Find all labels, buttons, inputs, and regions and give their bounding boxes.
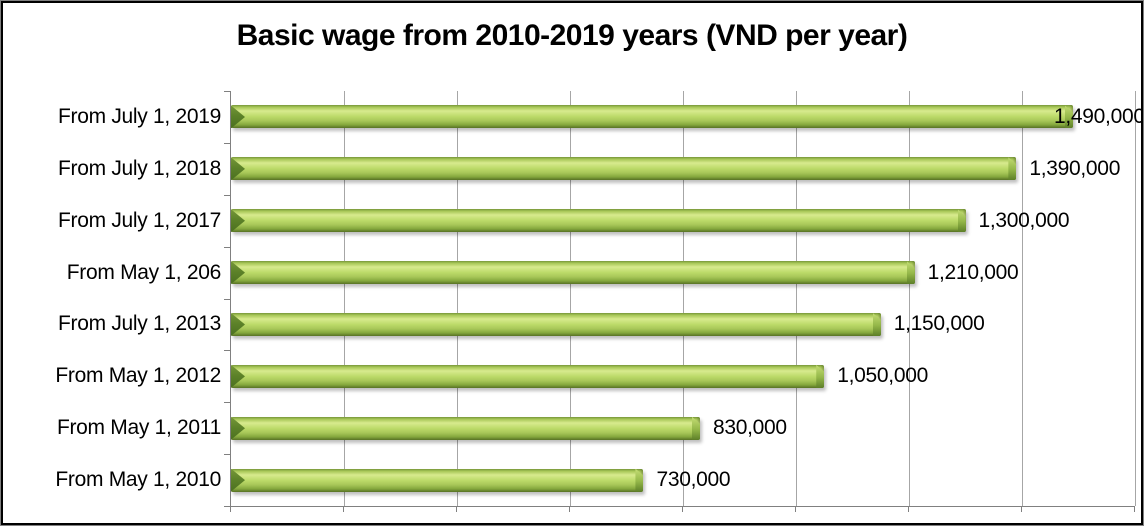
- bar-value-label: 1,050,000: [837, 364, 928, 388]
- gridline-vertical: [682, 91, 684, 506]
- bar-2: [231, 157, 1017, 181]
- category-label: From July 1, 2018: [58, 156, 221, 180]
- y-axis-tick: [224, 350, 230, 352]
- x-axis-tick: [1134, 507, 1135, 512]
- bar-8: [231, 468, 644, 492]
- y-axis-tick: [224, 506, 230, 507]
- x-axis-tick: [1021, 507, 1022, 512]
- bar-6: [231, 364, 825, 388]
- category-label: From May 1, 2011: [56, 416, 221, 440]
- bar-value-label: 1,210,000: [927, 260, 1019, 284]
- bar-7: [231, 416, 700, 440]
- x-axis-tick: [795, 507, 796, 512]
- x-axis-tick: [343, 507, 344, 512]
- bar-value-label: 1,150,000: [893, 312, 985, 336]
- bar-1: [231, 105, 1073, 129]
- bar-5: [231, 312, 881, 336]
- y-axis-tick: [224, 142, 230, 144]
- gridline-vertical: [1134, 91, 1136, 506]
- y-axis-tick: [224, 454, 230, 456]
- category-label: From July 1, 2019: [58, 104, 221, 128]
- gridline-vertical: [908, 91, 910, 506]
- gridline-vertical: [569, 91, 571, 506]
- y-axis-tick: [224, 298, 230, 300]
- x-axis-tick: [682, 507, 683, 512]
- category-label: From July 1, 2013: [58, 312, 221, 336]
- x-axis-tick: [456, 507, 457, 512]
- category-label: From May 1, 2012: [55, 364, 221, 388]
- category-label: From May 1, 2010: [55, 468, 221, 492]
- bar-value-label: 1,390,000: [1029, 156, 1121, 180]
- bar-3: [231, 209, 966, 233]
- category-label: From July 1, 2017: [58, 208, 221, 232]
- bar-value-label: 1,300,000: [978, 208, 1070, 232]
- y-axis-tick: [224, 402, 230, 404]
- gridline-vertical: [1021, 91, 1023, 506]
- category-label: From May 1, 206: [66, 260, 222, 284]
- y-axis-tick: [224, 91, 230, 92]
- y-axis-tick: [224, 246, 230, 248]
- bar-4: [231, 261, 915, 285]
- bar-value-label: 830,000: [712, 416, 787, 440]
- y-axis-tick: [224, 194, 230, 196]
- chart-title: Basic wage from 2010-2019 years (VND per…: [236, 19, 908, 52]
- x-axis-tick: [230, 507, 231, 512]
- plot-area: 1,490,000 1,390,000 1,300,000 1,210,000 1,15…: [230, 91, 1141, 507]
- x-axis-tick: [908, 507, 909, 512]
- x-axis-tick: [569, 507, 570, 512]
- bar-value-label: 1,490,000: [1054, 104, 1143, 128]
- gridline-vertical: [795, 91, 797, 506]
- gridline-vertical: [456, 91, 458, 506]
- bar-value-label: 730,000: [656, 468, 731, 492]
- gridline-vertical: [343, 91, 345, 506]
